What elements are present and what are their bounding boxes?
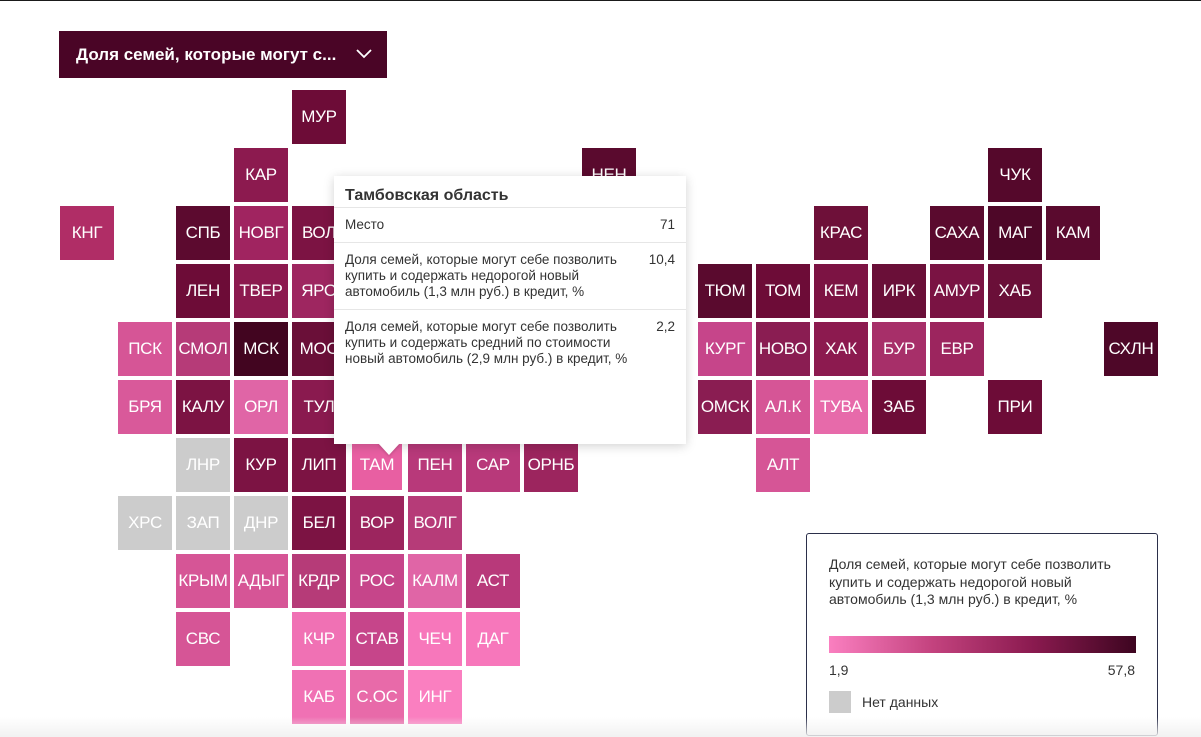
region-tile-САХА[interactable]: САХА bbox=[930, 206, 984, 260]
region-tile-КРЫМ[interactable]: КРЫМ bbox=[176, 554, 230, 608]
region-tile-ЕВР[interactable]: ЕВР bbox=[930, 322, 984, 376]
region-tile-ПСК[interactable]: ПСК bbox=[118, 322, 172, 376]
region-tile-ТОМ[interactable]: ТОМ bbox=[756, 264, 810, 318]
region-tile-ИНГ[interactable]: ИНГ bbox=[408, 670, 462, 724]
map-legend: Доля семей, которые могут себе позволить… bbox=[806, 533, 1158, 736]
indicator-select[interactable]: Доля семей, которые могут с... bbox=[59, 31, 387, 78]
region-tile-ЧЕЧ[interactable]: ЧЕЧ bbox=[408, 612, 462, 666]
region-tile-КРАС[interactable]: КРАС bbox=[814, 206, 868, 260]
region-tile-КУР[interactable]: КУР bbox=[234, 438, 288, 492]
tooltip-row-value: 10,4 bbox=[648, 252, 675, 267]
no-data-swatch bbox=[829, 691, 851, 713]
chevron-down-icon bbox=[356, 49, 372, 59]
region-tile-ОРНБ[interactable]: ОРНБ bbox=[524, 438, 578, 492]
region-tile-КАЛМ[interactable]: КАЛМ bbox=[408, 554, 462, 608]
region-tile-КУРГ[interactable]: КУРГ bbox=[698, 322, 752, 376]
region-tile-РОС[interactable]: РОС bbox=[350, 554, 404, 608]
region-tile-МУР[interactable]: МУР bbox=[292, 90, 346, 144]
region-tile-ТУВА[interactable]: ТУВА bbox=[814, 380, 868, 434]
region-tile-ХРС[interactable]: ХРС bbox=[118, 496, 172, 550]
region-tile-ЗАБ[interactable]: ЗАБ bbox=[872, 380, 926, 434]
region-tile-САР[interactable]: САР bbox=[466, 438, 520, 492]
region-tile-С.ОС[interactable]: С.ОС bbox=[350, 670, 404, 724]
region-tile-ЗАП[interactable]: ЗАП bbox=[176, 496, 230, 550]
region-tile-НОВО[interactable]: НОВО bbox=[756, 322, 810, 376]
region-tile-АЛ.К[interactable]: АЛ.К bbox=[756, 380, 810, 434]
region-tile-ДНР[interactable]: ДНР bbox=[234, 496, 288, 550]
tooltip-row-label: Место bbox=[345, 217, 385, 232]
region-tile-КАМ[interactable]: КАМ bbox=[1046, 206, 1100, 260]
region-tile-АСТ[interactable]: АСТ bbox=[466, 554, 520, 608]
top-border bbox=[0, 0, 1201, 1]
region-tile-ОРЛ[interactable]: ОРЛ bbox=[234, 380, 288, 434]
region-tile-ХАБ[interactable]: ХАБ bbox=[988, 264, 1042, 318]
region-tile-ИРК[interactable]: ИРК bbox=[872, 264, 926, 318]
tooltip-row-mid-car: Доля семей, которые могут себе позволить… bbox=[334, 310, 686, 376]
region-tile-ТВЕР[interactable]: ТВЕР bbox=[234, 264, 288, 318]
region-tile-КАБ[interactable]: КАБ bbox=[292, 670, 346, 724]
region-tile-ВОР[interactable]: ВОР bbox=[350, 496, 404, 550]
no-data-label: Нет данных bbox=[862, 694, 939, 710]
region-tile-КАР[interactable]: КАР bbox=[234, 148, 288, 202]
tooltip-row-label: Доля семей, которые могут себе позволить… bbox=[345, 319, 628, 366]
legend-max-value: 57,8 bbox=[1107, 662, 1135, 678]
tooltip-row-rank: Место 71 bbox=[334, 208, 686, 243]
tooltip-row-cheap-car: Доля семей, которые могут себе позволить… bbox=[334, 243, 686, 310]
region-tile-СВС[interactable]: СВС bbox=[176, 612, 230, 666]
region-tile-ЧУК[interactable]: ЧУК bbox=[988, 148, 1042, 202]
region-tile-СТАВ[interactable]: СТАВ bbox=[350, 612, 404, 666]
region-tile-ОМСК[interactable]: ОМСК bbox=[698, 380, 752, 434]
region-tile-ПРИ[interactable]: ПРИ bbox=[988, 380, 1042, 434]
region-tile-КАЛУ[interactable]: КАЛУ bbox=[176, 380, 230, 434]
region-tile-МАГ[interactable]: МАГ bbox=[988, 206, 1042, 260]
tooltip-row-label: Доля семей, которые могут себе позволить… bbox=[345, 252, 617, 299]
region-tile-ДАГ[interactable]: ДАГ bbox=[466, 612, 520, 666]
region-tile-НОВГ[interactable]: НОВГ bbox=[234, 206, 288, 260]
region-tile-АМУР[interactable]: АМУР bbox=[930, 264, 984, 318]
region-tile-КЕМ[interactable]: КЕМ bbox=[814, 264, 868, 318]
region-tile-БРЯ[interactable]: БРЯ bbox=[118, 380, 172, 434]
region-tile-ЛНР[interactable]: ЛНР bbox=[176, 438, 230, 492]
legend-gradient-bar bbox=[829, 636, 1136, 653]
region-tile-СПБ[interactable]: СПБ bbox=[176, 206, 230, 260]
region-tile-МСК[interactable]: МСК bbox=[234, 322, 288, 376]
region-tooltip: Тамбовская область Место 71 Доля семей, … bbox=[334, 176, 686, 444]
region-tile-АЛТ[interactable]: АЛТ bbox=[756, 438, 810, 492]
region-tile-КНГ[interactable]: КНГ bbox=[60, 206, 114, 260]
tooltip-title: Тамбовская область bbox=[334, 176, 686, 208]
legend-min-value: 1,9 bbox=[829, 662, 849, 678]
region-tile-КЧР[interactable]: КЧР bbox=[292, 612, 346, 666]
region-tile-ЛИП[interactable]: ЛИП bbox=[292, 438, 346, 492]
region-tile-БУР[interactable]: БУР bbox=[872, 322, 926, 376]
region-tile-ТЮМ[interactable]: ТЮМ bbox=[698, 264, 752, 318]
region-tile-БЕЛ[interactable]: БЕЛ bbox=[292, 496, 346, 550]
region-tile-ВОЛГ[interactable]: ВОЛГ bbox=[408, 496, 462, 550]
region-tile-СМОЛ[interactable]: СМОЛ bbox=[176, 322, 230, 376]
legend-title: Доля семей, которые могут себе позволить… bbox=[829, 556, 1111, 607]
tooltip-pointer bbox=[378, 443, 400, 455]
region-tile-СХЛН[interactable]: СХЛН bbox=[1104, 322, 1158, 376]
indicator-select-label: Доля семей, которые могут с... bbox=[76, 44, 337, 64]
tooltip-row-value: 2,2 bbox=[656, 319, 675, 334]
region-tile-ЛЕН[interactable]: ЛЕН bbox=[176, 264, 230, 318]
region-tile-КРДР[interactable]: КРДР bbox=[292, 554, 346, 608]
region-tile-ХАК[interactable]: ХАК bbox=[814, 322, 868, 376]
region-tile-ПЕН[interactable]: ПЕН bbox=[408, 438, 462, 492]
tooltip-row-value: 71 bbox=[659, 217, 675, 232]
region-tile-АДЫГ[interactable]: АДЫГ bbox=[234, 554, 288, 608]
